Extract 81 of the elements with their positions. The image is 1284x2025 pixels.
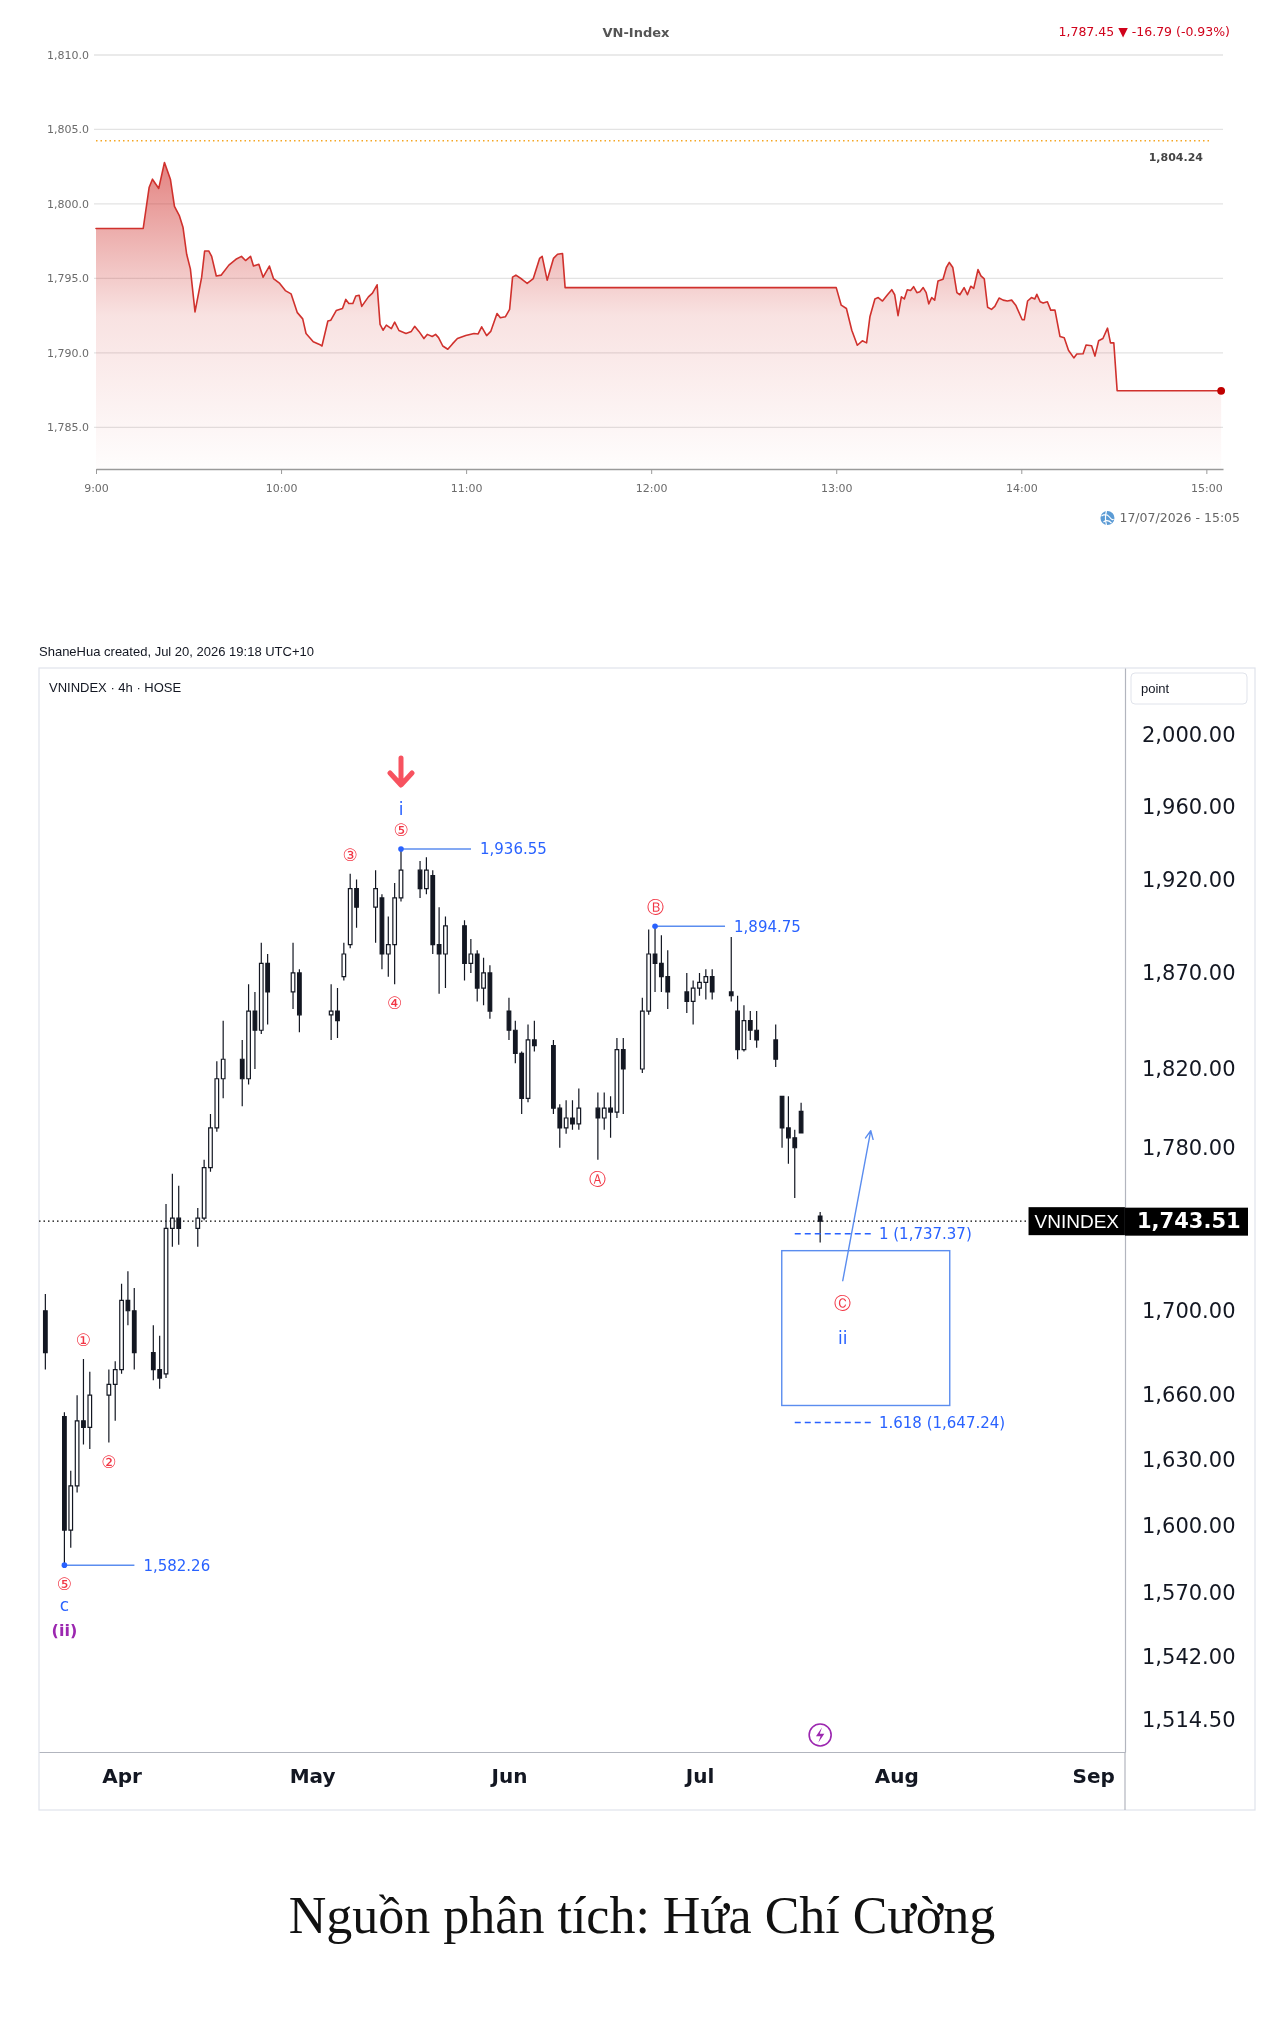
y-tick-label: 1,660.00: [1142, 1383, 1236, 1408]
x-tick-label: 11:00: [450, 481, 483, 495]
annotation: ii: [838, 1327, 848, 1348]
y-tick-label: 1,570.00: [1142, 1580, 1236, 1605]
candlestick: [195, 1207, 201, 1248]
candlestick: [620, 1037, 626, 1115]
x-tick-label: 14:00: [1005, 481, 1038, 495]
candlestick: [684, 972, 690, 1014]
annotation: ③: [342, 844, 358, 865]
y-tick-label: 2,000.00: [1142, 722, 1236, 747]
candlestick: [709, 968, 715, 1001]
y-tick-label: 1,780.00: [1142, 1135, 1236, 1160]
annotation: ①: [75, 1330, 92, 1351]
annotation: 1,894.75: [734, 917, 801, 936]
series-label: 1 (1,737.37): [878, 1225, 972, 1244]
annotation: ④: [387, 993, 403, 1014]
chart-title: VN-Index: [602, 25, 671, 40]
x-tick-label: 12:00: [635, 481, 668, 495]
y-tick-label: 1,600.00: [1142, 1513, 1236, 1538]
y-tick-label: 1,960.00: [1142, 794, 1236, 819]
candlestick: [341, 942, 347, 982]
x-tick-label: 9:00: [84, 481, 109, 495]
y-tick-label: 1,700.00: [1142, 1298, 1236, 1323]
annotation: 1,936.55: [480, 840, 547, 859]
annotation: ②: [101, 1451, 117, 1472]
ref-line-label: VNINDEX: [1034, 1211, 1120, 1232]
y-tick-label: 1,630.00: [1142, 1447, 1236, 1472]
candlestick: [652, 925, 658, 993]
y-tick-label: 1,920.00: [1142, 867, 1236, 892]
candlestick: [290, 942, 296, 1010]
y-tick-label: 1,514.50: [1142, 1708, 1236, 1733]
candlestick: [817, 1211, 823, 1244]
annotation: i: [398, 799, 404, 820]
candlestick: [131, 1287, 137, 1371]
ref-line-label: 1,804.24: [1148, 150, 1204, 164]
y-tick-label: 1,743.51: [1137, 1209, 1241, 1234]
candlestick: [531, 1020, 537, 1053]
y-tick-label: 1,805.0: [47, 123, 89, 137]
candlestick: [525, 1023, 531, 1103]
series-label: 1.618 (1,647.24): [878, 1413, 1006, 1432]
x-tick-label: Jun: [489, 1764, 528, 1789]
x-tick-label: Jul: [683, 1764, 715, 1789]
candlestick: [798, 1102, 804, 1134]
y-axis-title: point: [1141, 681, 1170, 696]
annotation: ⑤: [393, 820, 409, 841]
text: 1,787.45 ▼ -16.79 (-0.93%): [1058, 24, 1230, 39]
annotation: Ⓑ: [646, 897, 664, 918]
candlestick: [106, 1369, 112, 1444]
x-tick-label: Apr: [102, 1764, 143, 1789]
x-tick-label: 13:00: [820, 481, 853, 495]
annotation: c: [59, 1595, 70, 1616]
annotation: Ⓒ: [834, 1292, 852, 1313]
candlestick: [296, 968, 302, 1033]
text: VNINDEX · 4h · HOSE: [49, 680, 182, 695]
y-tick-label: 1,820.00: [1142, 1057, 1236, 1082]
candlestick: [42, 1293, 48, 1371]
y-tick-label: 1,800.0: [47, 197, 89, 211]
candlestick: [728, 936, 734, 1003]
x-tick-label: Aug: [874, 1764, 919, 1789]
chart-subtitle: ShaneHua created, Jul 20, 2026 19:18 UTC+10: [39, 644, 314, 659]
x-tick-label: May: [289, 1764, 336, 1789]
y-tick-label: 1,810.0: [47, 49, 89, 63]
annotation: ⑤: [56, 1574, 73, 1595]
y-tick-label: 1,785.0: [47, 421, 89, 435]
candlestick: [398, 848, 404, 903]
annotation: Ⓐ: [589, 1168, 607, 1189]
text: 17/07/2026 - 15:05: [1119, 510, 1240, 525]
x-tick-label: Sep: [1072, 1764, 1115, 1789]
x-tick-label: 10:00: [265, 481, 298, 495]
candlestick: [595, 1091, 601, 1161]
annotation: 1,582.26: [143, 1556, 211, 1575]
y-tick-label: 1,790.0: [47, 346, 89, 360]
candlestick: [506, 997, 512, 1041]
x-tick-label: 15:00: [1190, 481, 1223, 495]
annotation: (ii): [51, 1620, 78, 1640]
y-tick-label: 1,542.00: [1142, 1644, 1236, 1669]
text: Nguồn phân tích: Hứa Chí Cường: [287, 1886, 997, 1946]
candlestick: [220, 1020, 226, 1099]
y-tick-label: 1,795.0: [47, 272, 89, 286]
candlestick: [773, 1023, 779, 1068]
y-tick-label: 1,870.00: [1142, 961, 1236, 986]
